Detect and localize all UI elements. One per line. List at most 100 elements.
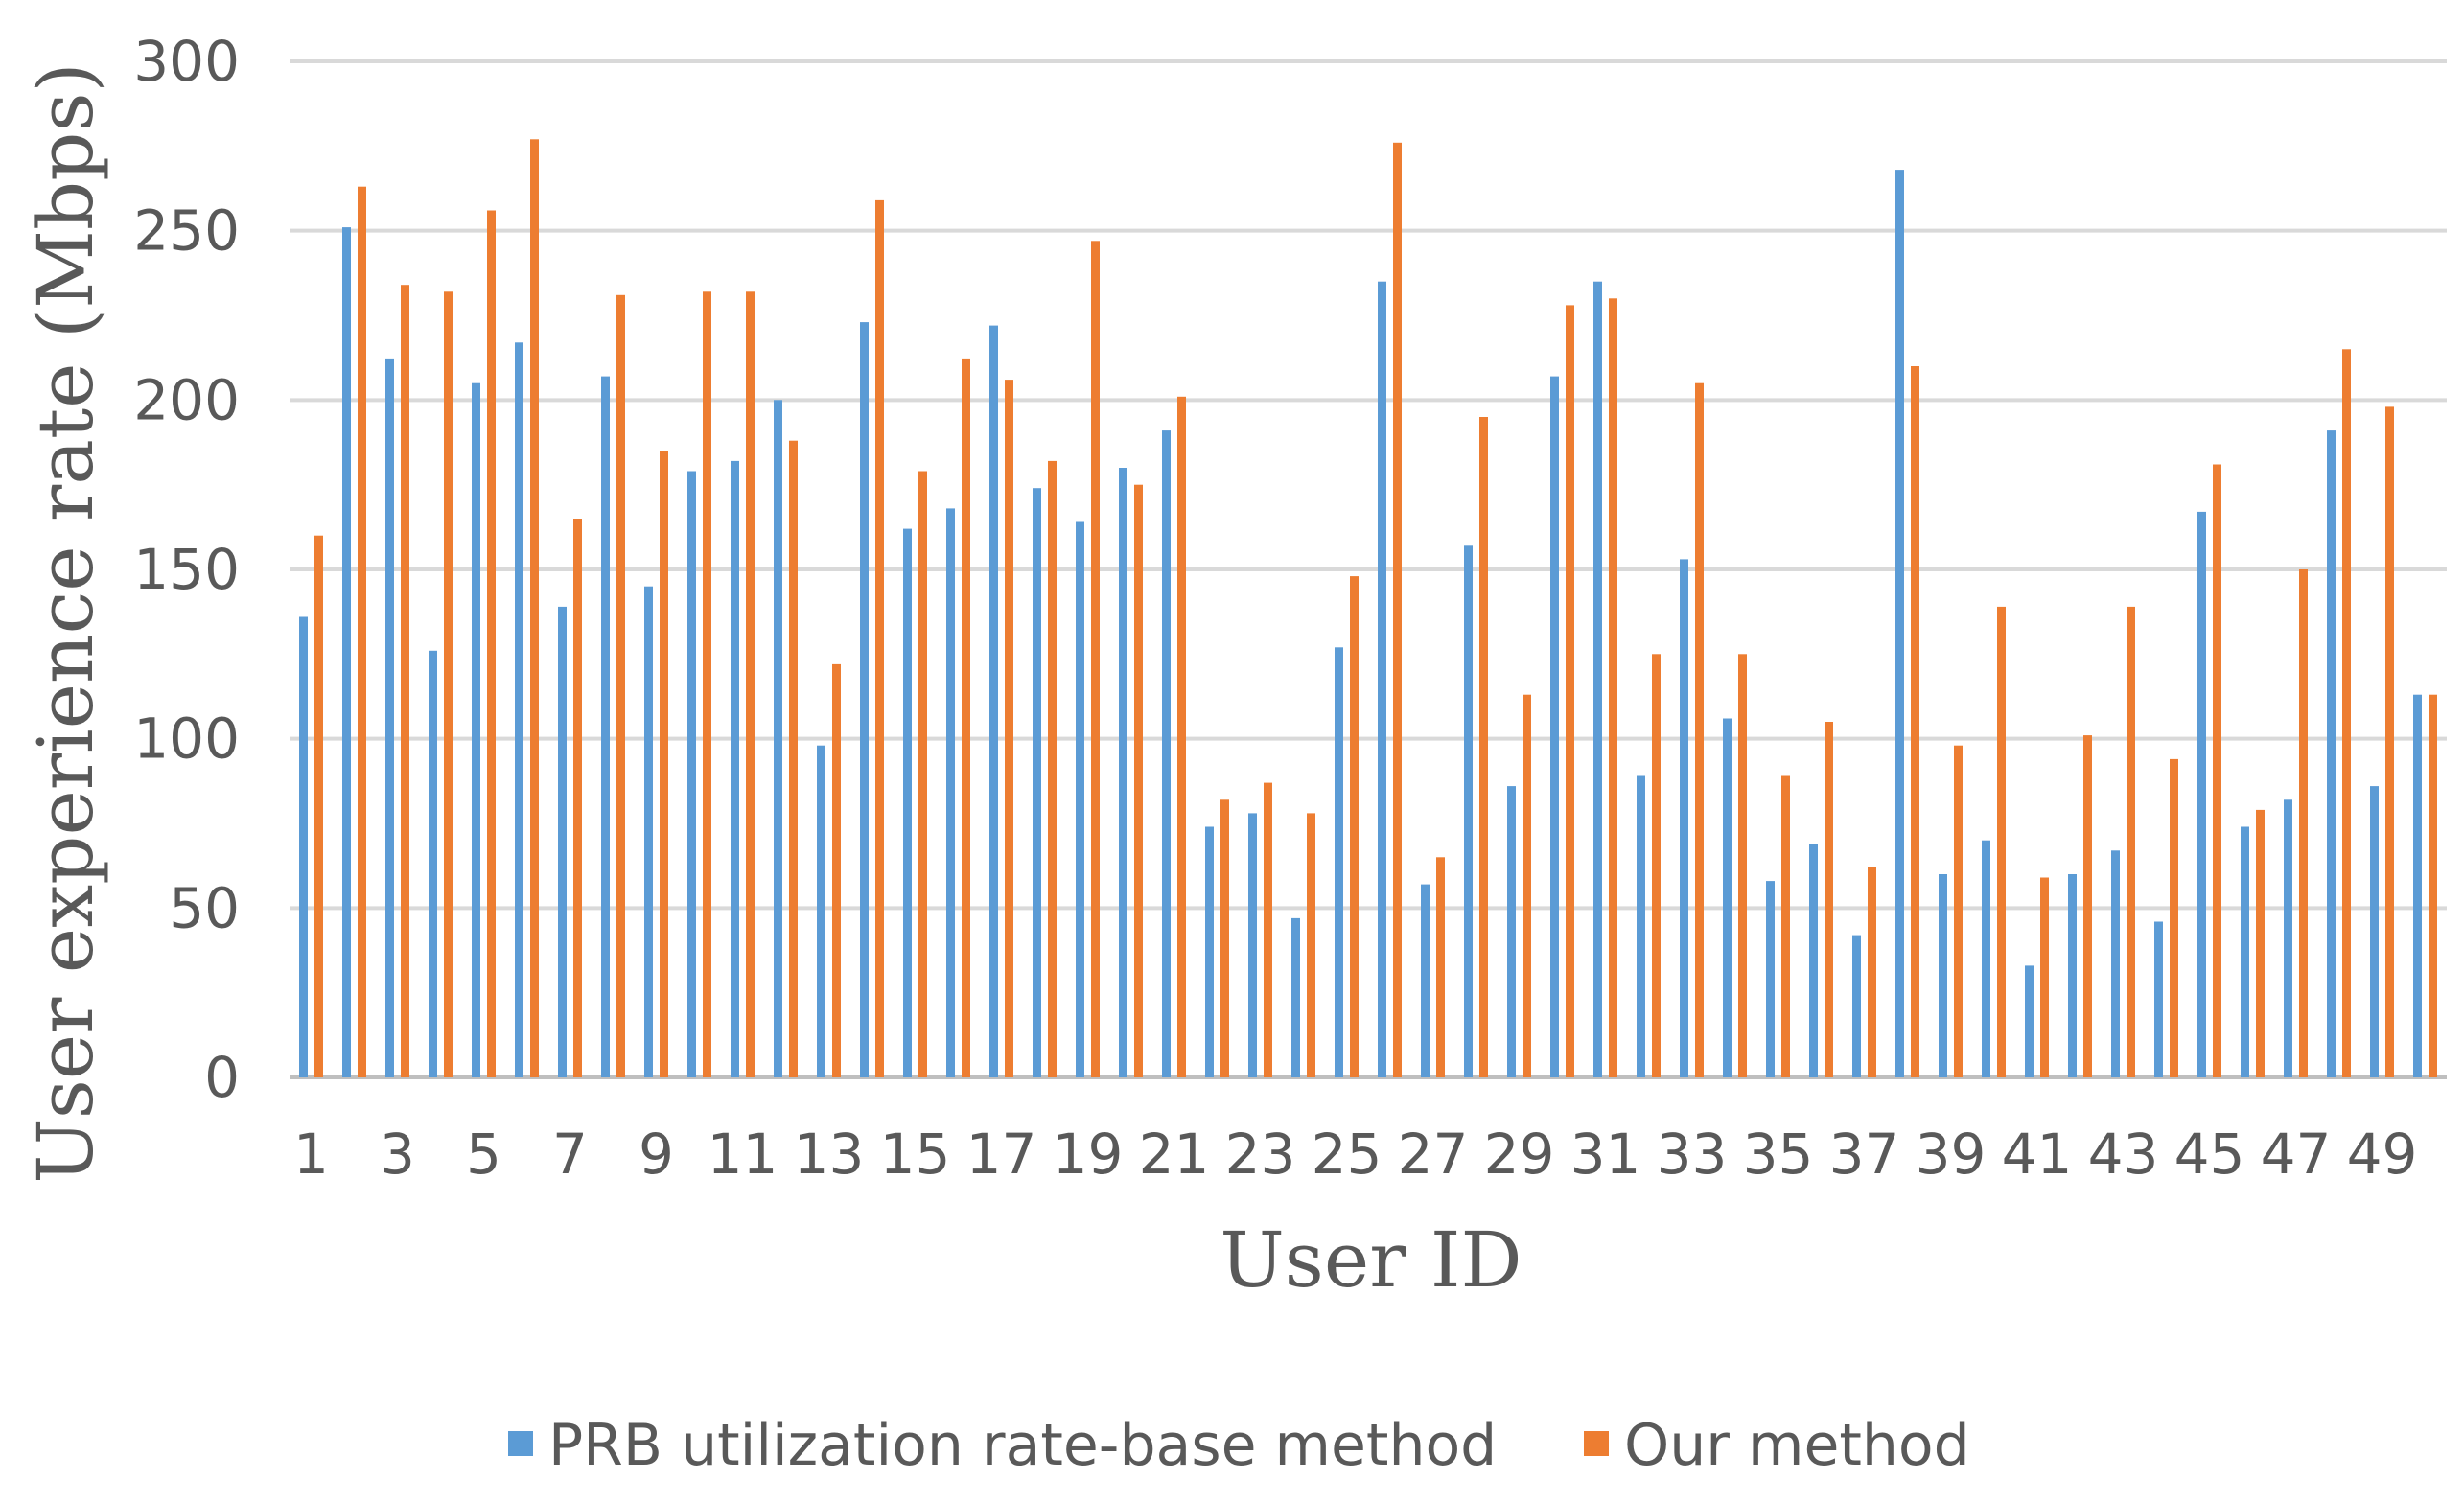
legend-label-prb: PRB utilization rate-base method [548,1412,1497,1479]
bar-ours-user-17 [1005,380,1013,1078]
bar-prb-user-1 [299,616,308,1077]
bar-ours-user-11 [746,291,755,1077]
x-tick-label: 41 [2002,1121,2073,1187]
bar-ours-user-33 [1695,382,1704,1077]
bar-prb-user-50 [2413,694,2422,1077]
bar-prb-user-36 [1809,844,1818,1077]
bar-prb-user-41 [2025,965,2034,1077]
bar-ours-user-29 [1523,694,1531,1077]
y-tick-label: 300 [133,29,240,94]
bar-ours-user-26 [1393,142,1402,1078]
bar-prb-user-16 [946,508,955,1077]
bar-ours-user-23 [1264,782,1272,1077]
bar-ours-user-15 [918,471,927,1077]
x-tick-label: 3 [380,1121,415,1187]
bar-ours-user-25 [1350,576,1359,1077]
bar-prb-user-40 [1982,840,1990,1077]
bar-prb-user-34 [1723,718,1732,1077]
x-tick-label: 21 [1139,1121,1210,1187]
bar-ours-user-37 [1868,867,1876,1077]
x-tick-label: 5 [466,1121,501,1187]
x-axis-ticks: 1 3 5 7 9 11 13 15 17 19 21 23 25 27 29 31 33 35 37 39 41 43 4… [293,1121,2417,1187]
bar-prb-user-30 [1550,376,1559,1078]
bar-ours-user-5 [487,210,496,1077]
bar-prb-user-14 [860,322,869,1078]
bar-prb-user-21 [1162,430,1171,1078]
bar-ours-user-32 [1652,654,1661,1077]
bar-prb-user-22 [1205,826,1214,1077]
bar-ours-user-7 [573,519,582,1077]
x-tick-label: 45 [2174,1121,2245,1187]
bar-prb-user-24 [1291,917,1300,1077]
bar-ours-user-30 [1566,305,1574,1077]
bar-prb-user-7 [558,606,567,1077]
bar-prb-user-6 [515,342,523,1077]
bar-prb-user-49 [2370,786,2379,1077]
bar-ours-user-38 [1911,366,1919,1077]
legend-swatch-prb [508,1431,533,1456]
x-tick-label: 49 [2347,1121,2418,1187]
bar-prb-user-39 [1939,874,1947,1077]
bar-prb-user-27 [1421,884,1430,1077]
bar-ours-user-6 [530,139,539,1078]
bar-ours-user-12 [789,440,798,1077]
x-tick-label: 1 [293,1121,329,1187]
bar-prb-user-47 [2284,799,2292,1077]
x-tick-label: 37 [1829,1121,1900,1187]
bar-ours-user-31 [1609,298,1617,1077]
bar-prb-user-37 [1852,935,1861,1077]
bar-prb-user-4 [429,650,437,1077]
y-tick-label: 50 [169,875,240,940]
bar-ours-user-14 [875,199,884,1077]
bar-ours-user-40 [1997,606,2006,1077]
bar-ours-user-1 [314,535,323,1077]
bar-prb-user-35 [1766,881,1775,1077]
bar-ours-user-20 [1134,484,1143,1077]
bar-ours-user-36 [1825,722,1833,1077]
x-tick-label: 31 [1570,1121,1641,1187]
bar-prb-user-29 [1507,786,1516,1077]
bar-ours-user-8 [616,294,625,1077]
bar-ours-user-43 [2127,606,2135,1077]
y-tick-label: 250 [133,198,240,264]
bar-prb-user-38 [1895,170,1904,1078]
bar-prb-user-26 [1378,281,1386,1077]
bar-ours-user-13 [832,663,841,1077]
x-tick-label: 33 [1657,1121,1728,1187]
bar-prb-user-33 [1680,559,1688,1077]
y-tick-label: 150 [133,537,240,602]
gridlines [290,59,2447,1079]
bar-prb-user-13 [817,745,825,1077]
bar-ours-user-34 [1738,654,1747,1077]
bar-prb-user-11 [731,460,739,1077]
bar-prb-user-42 [2068,874,2077,1077]
x-tick-label: 35 [1743,1121,1814,1187]
bar-ours-user-47 [2299,569,2308,1077]
x-tick-label: 47 [2261,1121,2332,1187]
bar-ours-user-27 [1436,857,1445,1077]
legend-label-ours: Our method [1624,1412,1970,1479]
y-tick-label: 200 [133,367,240,432]
bar-prb-user-46 [2241,826,2249,1077]
bar-ours-user-48 [2342,349,2351,1077]
x-tick-label: 11 [708,1121,779,1187]
bar-prb-user-43 [2111,850,2120,1077]
legend-swatch-ours [1584,1431,1609,1456]
x-tick-label: 15 [880,1121,951,1187]
x-tick-label: 29 [1484,1121,1555,1187]
bar-ours-user-35 [1781,775,1790,1077]
x-tick-label: 39 [1916,1121,1987,1187]
bar-ours-user-45 [2213,464,2221,1077]
bar-ours-user-3 [401,285,409,1077]
bar-prb-user-20 [1119,468,1127,1077]
x-tick-label: 13 [794,1121,865,1187]
bar-prb-user-3 [385,358,394,1077]
bar-ours-user-44 [2170,758,2178,1077]
bar-ours-user-18 [1048,460,1057,1077]
bar-ours-user-24 [1307,813,1315,1077]
y-axis-ticks: 0 50 100 150 200 250 300 [133,29,240,1110]
bar-ours-user-22 [1220,799,1229,1077]
bar-prb-user-45 [2197,511,2206,1077]
bar-prb-user-17 [989,325,998,1078]
